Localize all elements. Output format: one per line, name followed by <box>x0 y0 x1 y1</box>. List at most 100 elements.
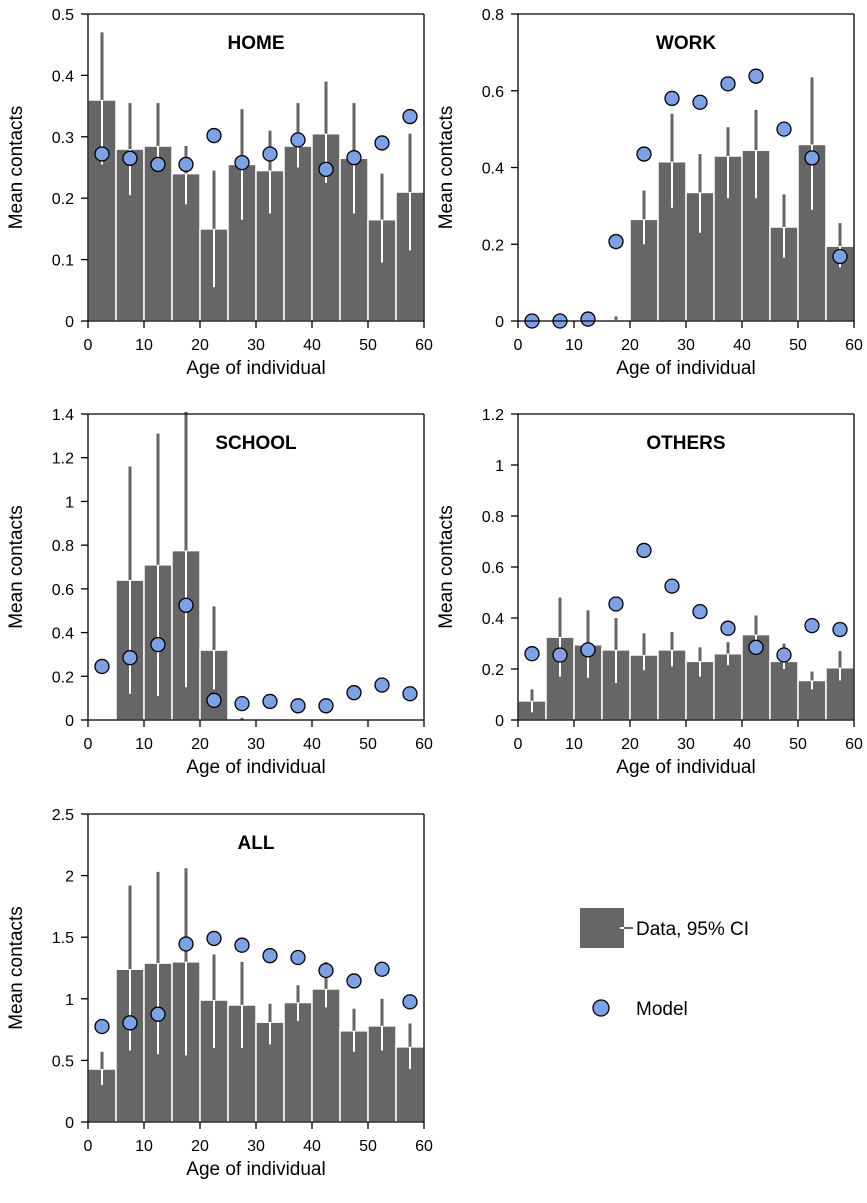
x-tick-label: 40 <box>303 337 321 354</box>
x-tick-label: 40 <box>303 736 321 753</box>
x-tick-label: 60 <box>415 1138 433 1155</box>
model-point <box>832 621 848 638</box>
y-tick-label: 0.6 <box>482 84 504 101</box>
x-tick-label: 20 <box>621 337 639 354</box>
panel-all: 0 10 20 30 40 50 60 0 0.5 1 1.5 2 2.5 ALL Age of indiv… <box>6 807 433 1180</box>
x-tick-label: 20 <box>191 337 209 354</box>
model-point <box>664 90 680 107</box>
x-tick-label: 10 <box>565 736 583 753</box>
model-point <box>402 686 418 702</box>
x-tick-label: 60 <box>415 337 433 354</box>
x-tick-label: 50 <box>789 736 807 753</box>
y-tick-label: 0 <box>65 713 74 730</box>
x-tick-label: 0 <box>84 337 93 354</box>
y-tick-label: 0 <box>65 1115 74 1132</box>
panel-title: SCHOOL <box>215 433 297 454</box>
panel-school: 0 10 20 30 40 50 60 0 0.2 0.4 0.6 0.8 1 1.2 1.4 SCHOOL A… <box>6 407 433 778</box>
x-tick-label: 40 <box>733 337 751 354</box>
model-point <box>318 962 334 979</box>
y-tick-label: 1 <box>65 494 74 511</box>
x-tick-label: 40 <box>303 1138 321 1155</box>
y-tick-label: 1 <box>495 458 504 475</box>
x-tick-label: 30 <box>247 736 265 753</box>
y-axis-label: Mean contacts <box>436 106 457 230</box>
model-point <box>150 636 166 653</box>
model-point <box>748 68 764 84</box>
model-point <box>94 146 110 162</box>
y-tick-label: 0.6 <box>482 560 504 577</box>
model-point <box>206 127 222 144</box>
model-point <box>832 248 848 265</box>
y-tick-label: 2 <box>65 869 74 886</box>
y-tick-label: 1 <box>65 992 74 1009</box>
legend-model-label: Model <box>636 999 688 1020</box>
y-tick-label: 0 <box>495 713 504 730</box>
x-tick-label: 0 <box>514 337 523 354</box>
panel-title: OTHERS <box>646 433 725 454</box>
data-bar <box>769 660 799 721</box>
model-point <box>178 936 194 952</box>
y-tick-label: 0.2 <box>482 662 504 679</box>
y-axis-label: Mean contacts <box>6 906 27 1030</box>
x-tick-label: 50 <box>359 337 377 354</box>
panel-others: 0 10 20 30 40 50 60 0 0.2 0.4 0.6 0.8 1 1.2 OTHERS Age … <box>436 407 863 778</box>
data-bar <box>283 1001 313 1123</box>
panel-title: ALL <box>238 833 275 854</box>
model-point <box>636 542 652 559</box>
x-axis-label: Age of individual <box>186 757 325 778</box>
model-point <box>178 156 194 173</box>
model-point <box>720 76 736 92</box>
x-axis-label: Age of individual <box>616 757 755 778</box>
model-point <box>122 1015 138 1031</box>
x-tick-label: 30 <box>247 1138 265 1155</box>
model-point <box>206 930 222 947</box>
y-tick-label: 0.5 <box>52 1053 74 1070</box>
model-point <box>234 695 250 712</box>
y-tick-label: 0.1 <box>52 253 74 270</box>
model-point <box>374 677 390 693</box>
model-point <box>346 150 362 166</box>
x-axis-label: Age of individual <box>186 1159 325 1180</box>
x-tick-label: 10 <box>135 1138 153 1155</box>
model-point <box>150 156 166 173</box>
model-point <box>608 233 624 250</box>
y-tick-label: 0.8 <box>52 538 74 555</box>
model-point <box>608 596 624 612</box>
y-tick-label: 0.2 <box>52 191 74 208</box>
data-bar <box>143 145 173 322</box>
model-point <box>122 150 138 166</box>
model-point <box>318 161 334 177</box>
model-point <box>804 618 820 634</box>
model-point <box>524 646 540 662</box>
x-tick-label: 20 <box>621 736 639 753</box>
y-tick-label: 0.4 <box>52 68 74 85</box>
y-tick-label: 0.8 <box>482 7 504 24</box>
y-tick-label: 0.2 <box>52 669 74 686</box>
model-point <box>150 1006 166 1022</box>
x-tick-label: 30 <box>677 337 695 354</box>
y-tick-label: 0.4 <box>52 626 74 643</box>
x-tick-label: 20 <box>191 736 209 753</box>
model-point <box>94 1018 110 1035</box>
model-point <box>776 647 792 663</box>
panel-title: HOME <box>228 33 285 54</box>
model-point <box>262 693 278 710</box>
panel-home: 0 10 20 30 40 50 60 0 0.1 0.2 0.3 0.4 0.5 HOME Age of … <box>6 7 433 379</box>
x-axis-label: Age of individual <box>186 358 325 379</box>
x-tick-label: 50 <box>789 337 807 354</box>
legend-model-marker <box>592 999 610 1017</box>
y-tick-label: 0.4 <box>482 611 504 628</box>
y-tick-label: 1.2 <box>52 451 74 468</box>
model-point <box>804 150 820 166</box>
model-point <box>402 994 418 1010</box>
model-point <box>402 108 418 125</box>
model-point <box>122 650 138 666</box>
panel-work: 0 10 20 30 40 50 60 0 0.2 0.4 0.6 0.8 WORK Age of ind… <box>436 7 863 379</box>
x-tick-label: 60 <box>845 337 863 354</box>
y-tick-label: 0.3 <box>52 130 74 147</box>
y-tick-label: 0.8 <box>482 509 504 526</box>
model-point <box>262 146 278 162</box>
y-tick-label: 1.2 <box>482 407 504 424</box>
model-point <box>234 154 250 171</box>
model-point <box>692 603 708 620</box>
